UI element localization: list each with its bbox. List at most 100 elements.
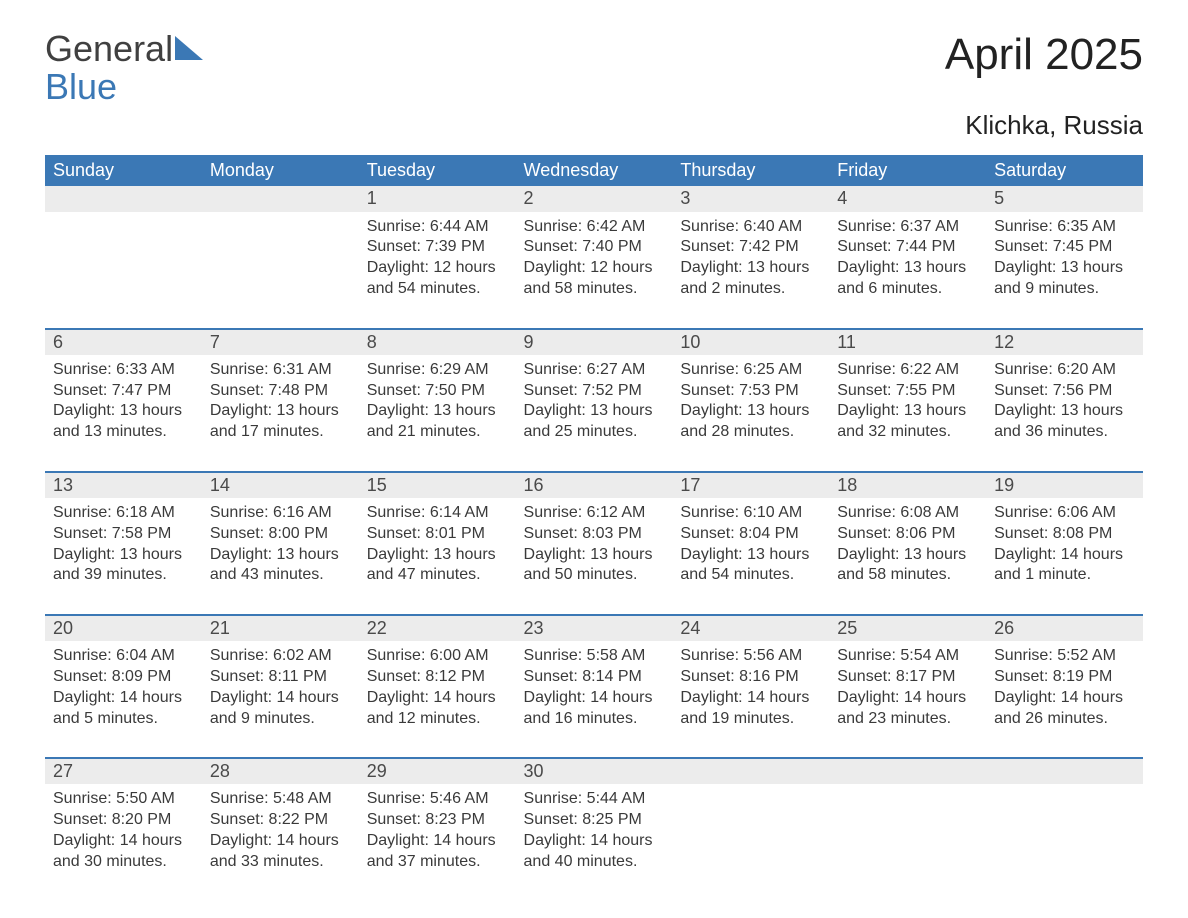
weekday-header: Saturday bbox=[986, 155, 1143, 186]
sunset-text: Sunset: 8:22 PM bbox=[210, 810, 351, 831]
day-detail-cell: Sunrise: 6:00 AMSunset: 8:12 PMDaylight:… bbox=[359, 641, 516, 758]
day-detail-cell bbox=[202, 212, 359, 329]
day-number: 19 bbox=[986, 472, 1143, 498]
sunset-text: Sunset: 8:23 PM bbox=[367, 810, 508, 831]
sunrise-text: Sunrise: 6:25 AM bbox=[680, 360, 821, 381]
sunset-text: Sunset: 8:03 PM bbox=[524, 524, 665, 545]
sunset-text: Sunset: 7:53 PM bbox=[680, 381, 821, 402]
weekday-header: Sunday bbox=[45, 155, 202, 186]
dl2-text: and 2 minutes. bbox=[680, 279, 821, 300]
day-detail-row: Sunrise: 5:50 AMSunset: 8:20 PMDaylight:… bbox=[45, 784, 1143, 900]
dl1-text: Daylight: 14 hours bbox=[837, 688, 978, 709]
sunrise-text: Sunrise: 5:52 AM bbox=[994, 646, 1135, 667]
sunrise-text: Sunrise: 5:44 AM bbox=[524, 789, 665, 810]
sunrise-text: Sunrise: 6:10 AM bbox=[680, 503, 821, 524]
day-number: 20 bbox=[45, 615, 202, 641]
dl1-text: Daylight: 13 hours bbox=[53, 545, 194, 566]
day-detail-cell: Sunrise: 5:44 AMSunset: 8:25 PMDaylight:… bbox=[516, 784, 673, 900]
day-number: 2 bbox=[516, 186, 673, 212]
dl2-text: and 30 minutes. bbox=[53, 852, 194, 873]
day-number-row: 12345 bbox=[45, 186, 1143, 212]
day-number: 30 bbox=[516, 758, 673, 784]
weekday-header: Tuesday bbox=[359, 155, 516, 186]
sunrise-text: Sunrise: 5:56 AM bbox=[680, 646, 821, 667]
day-detail-cell: Sunrise: 5:48 AMSunset: 8:22 PMDaylight:… bbox=[202, 784, 359, 900]
sunrise-text: Sunrise: 6:20 AM bbox=[994, 360, 1135, 381]
sunset-text: Sunset: 8:00 PM bbox=[210, 524, 351, 545]
dl2-text: and 5 minutes. bbox=[53, 709, 194, 730]
day-detail-cell bbox=[672, 784, 829, 900]
day-detail-cell: Sunrise: 6:40 AMSunset: 7:42 PMDaylight:… bbox=[672, 212, 829, 329]
sunset-text: Sunset: 8:04 PM bbox=[680, 524, 821, 545]
sunset-text: Sunset: 8:01 PM bbox=[367, 524, 508, 545]
sunrise-text: Sunrise: 6:42 AM bbox=[524, 217, 665, 238]
dl1-text: Daylight: 13 hours bbox=[994, 258, 1135, 279]
dl1-text: Daylight: 14 hours bbox=[524, 688, 665, 709]
day-detail-cell: Sunrise: 6:10 AMSunset: 8:04 PMDaylight:… bbox=[672, 498, 829, 615]
logo-text: General Blue bbox=[45, 30, 173, 106]
weekday-header: Friday bbox=[829, 155, 986, 186]
dl1-text: Daylight: 14 hours bbox=[524, 831, 665, 852]
sunset-text: Sunset: 7:58 PM bbox=[53, 524, 194, 545]
dl1-text: Daylight: 13 hours bbox=[524, 401, 665, 422]
day-detail-cell: Sunrise: 5:54 AMSunset: 8:17 PMDaylight:… bbox=[829, 641, 986, 758]
dl2-text: and 19 minutes. bbox=[680, 709, 821, 730]
sunrise-text: Sunrise: 5:46 AM bbox=[367, 789, 508, 810]
day-number: 23 bbox=[516, 615, 673, 641]
header: General Blue April 2025 bbox=[45, 30, 1143, 106]
sunset-text: Sunset: 7:52 PM bbox=[524, 381, 665, 402]
dl2-text: and 43 minutes. bbox=[210, 565, 351, 586]
sunset-text: Sunset: 7:56 PM bbox=[994, 381, 1135, 402]
day-detail-cell: Sunrise: 6:44 AMSunset: 7:39 PMDaylight:… bbox=[359, 212, 516, 329]
dl2-text: and 40 minutes. bbox=[524, 852, 665, 873]
sunset-text: Sunset: 7:47 PM bbox=[53, 381, 194, 402]
sunset-text: Sunset: 8:19 PM bbox=[994, 667, 1135, 688]
day-number: 18 bbox=[829, 472, 986, 498]
day-number bbox=[672, 758, 829, 784]
day-number: 27 bbox=[45, 758, 202, 784]
calendar-body: 12345Sunrise: 6:44 AMSunset: 7:39 PMDayl… bbox=[45, 186, 1143, 901]
day-detail-cell: Sunrise: 6:29 AMSunset: 7:50 PMDaylight:… bbox=[359, 355, 516, 472]
day-detail-cell: Sunrise: 5:56 AMSunset: 8:16 PMDaylight:… bbox=[672, 641, 829, 758]
day-number: 5 bbox=[986, 186, 1143, 212]
day-number: 6 bbox=[45, 329, 202, 355]
day-detail-cell: Sunrise: 6:08 AMSunset: 8:06 PMDaylight:… bbox=[829, 498, 986, 615]
sunrise-text: Sunrise: 6:04 AM bbox=[53, 646, 194, 667]
sunset-text: Sunset: 7:48 PM bbox=[210, 381, 351, 402]
day-detail-cell bbox=[829, 784, 986, 900]
dl1-text: Daylight: 14 hours bbox=[994, 688, 1135, 709]
calendar-table: Sunday Monday Tuesday Wednesday Thursday… bbox=[45, 155, 1143, 901]
day-detail-cell: Sunrise: 6:25 AMSunset: 7:53 PMDaylight:… bbox=[672, 355, 829, 472]
dl1-text: Daylight: 14 hours bbox=[53, 688, 194, 709]
sunrise-text: Sunrise: 5:54 AM bbox=[837, 646, 978, 667]
day-detail-cell: Sunrise: 6:14 AMSunset: 8:01 PMDaylight:… bbox=[359, 498, 516, 615]
day-number: 26 bbox=[986, 615, 1143, 641]
dl1-text: Daylight: 13 hours bbox=[53, 401, 194, 422]
dl2-text: and 28 minutes. bbox=[680, 422, 821, 443]
day-number: 17 bbox=[672, 472, 829, 498]
dl2-text: and 13 minutes. bbox=[53, 422, 194, 443]
day-number: 15 bbox=[359, 472, 516, 498]
sunrise-text: Sunrise: 5:50 AM bbox=[53, 789, 194, 810]
day-number-row: 20212223242526 bbox=[45, 615, 1143, 641]
day-detail-cell: Sunrise: 6:12 AMSunset: 8:03 PMDaylight:… bbox=[516, 498, 673, 615]
dl2-text: and 54 minutes. bbox=[367, 279, 508, 300]
sunrise-text: Sunrise: 5:48 AM bbox=[210, 789, 351, 810]
day-detail-cell: Sunrise: 6:20 AMSunset: 7:56 PMDaylight:… bbox=[986, 355, 1143, 472]
day-detail-cell: Sunrise: 5:50 AMSunset: 8:20 PMDaylight:… bbox=[45, 784, 202, 900]
sunset-text: Sunset: 7:40 PM bbox=[524, 237, 665, 258]
dl2-text: and 58 minutes. bbox=[524, 279, 665, 300]
sunrise-text: Sunrise: 5:58 AM bbox=[524, 646, 665, 667]
day-number: 8 bbox=[359, 329, 516, 355]
weekday-header: Wednesday bbox=[516, 155, 673, 186]
day-number: 4 bbox=[829, 186, 986, 212]
sunrise-text: Sunrise: 6:44 AM bbox=[367, 217, 508, 238]
day-detail-cell: Sunrise: 6:18 AMSunset: 7:58 PMDaylight:… bbox=[45, 498, 202, 615]
sunset-text: Sunset: 7:55 PM bbox=[837, 381, 978, 402]
dl1-text: Daylight: 13 hours bbox=[367, 401, 508, 422]
day-detail-row: Sunrise: 6:33 AMSunset: 7:47 PMDaylight:… bbox=[45, 355, 1143, 472]
sunrise-text: Sunrise: 6:31 AM bbox=[210, 360, 351, 381]
dl1-text: Daylight: 12 hours bbox=[367, 258, 508, 279]
sunrise-text: Sunrise: 6:06 AM bbox=[994, 503, 1135, 524]
day-detail-cell: Sunrise: 6:37 AMSunset: 7:44 PMDaylight:… bbox=[829, 212, 986, 329]
